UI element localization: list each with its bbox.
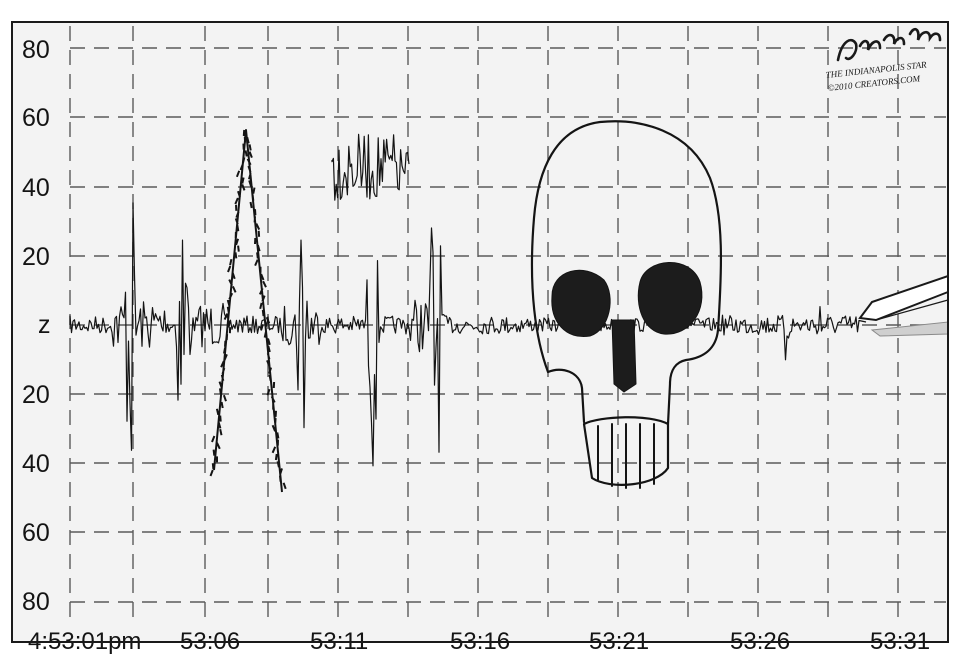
skull-eye-right (637, 262, 703, 335)
skull-eye-left (551, 269, 611, 338)
skull-nose (611, 319, 637, 393)
letter-a-trace (209, 129, 287, 493)
chart-frame (11, 21, 949, 643)
skull-drawing (530, 120, 723, 489)
y-axis-labels: 80 60 40 20 z 20 40 60 80 (22, 36, 51, 616)
y-label-40-bottom: 40 (22, 450, 50, 478)
letter-t-bar-trace (331, 133, 410, 201)
skull-outline (530, 120, 723, 426)
signature-scribble (836, 27, 942, 62)
y-label-80-top: 80 (22, 36, 50, 64)
y-label-40-top: 40 (22, 174, 50, 202)
skull-jaw (582, 416, 670, 486)
y-label-80-bottom: 80 (22, 588, 50, 616)
skull-teeth (597, 423, 655, 489)
y-label-zero: z (38, 311, 51, 339)
y-label-20-bottom: 20 (22, 381, 50, 409)
y-label-60-bottom: 60 (22, 519, 50, 547)
seismic-trace (69, 129, 867, 493)
seismic-waveform (69, 202, 867, 467)
y-label-20-top: 20 (22, 243, 50, 271)
y-label-60-top: 60 (22, 104, 50, 132)
